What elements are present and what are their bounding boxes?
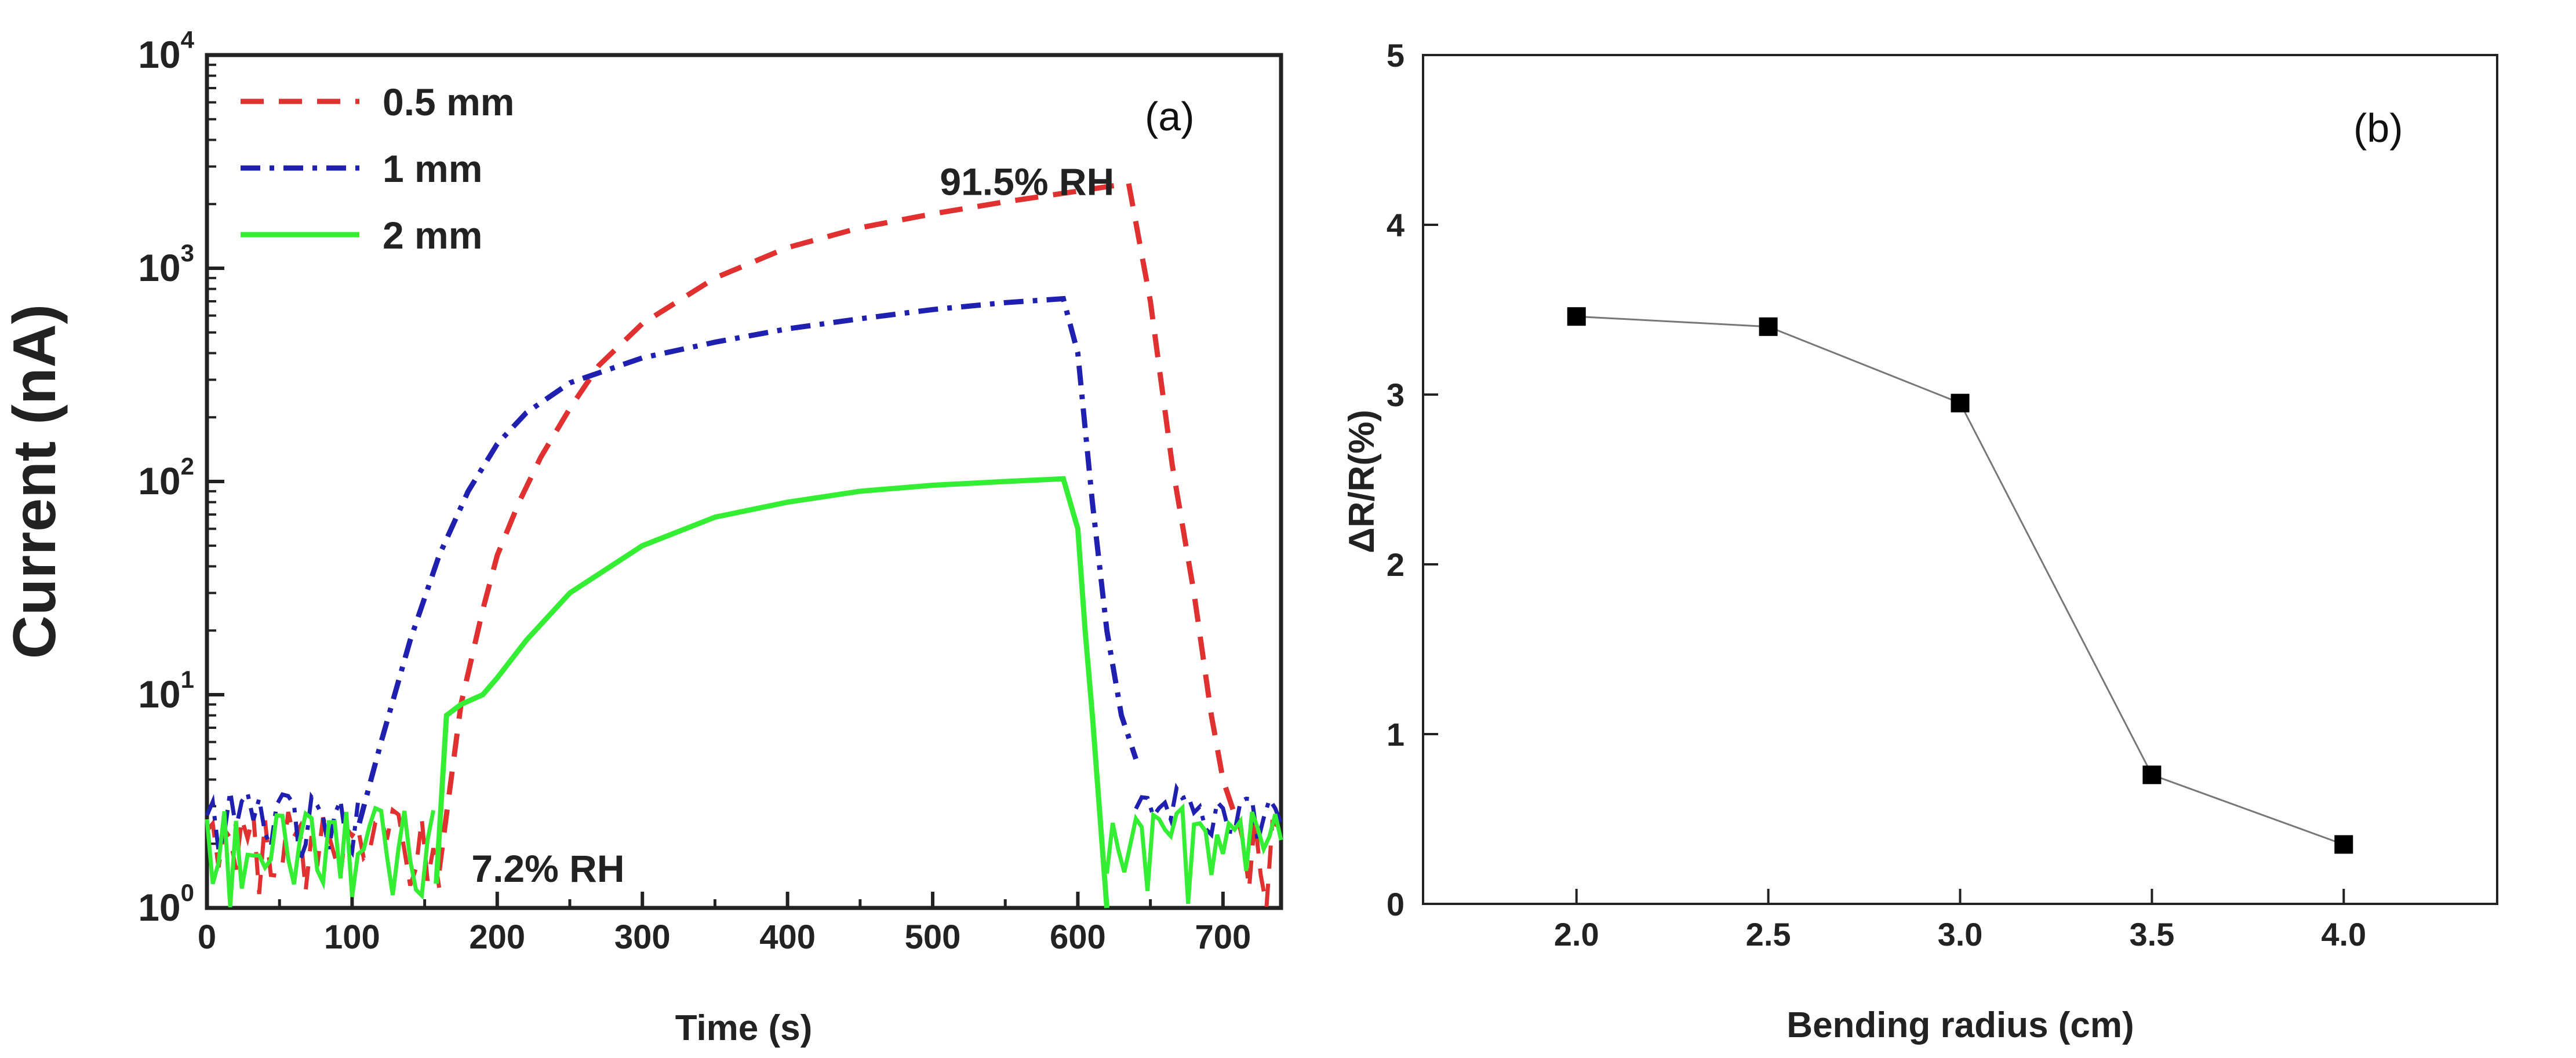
series-curve: [436, 180, 1240, 871]
x-tick-label-b: 3.5: [2129, 916, 2174, 953]
x-tick-label-a: 700: [1195, 918, 1251, 956]
x-tick-label-a: 500: [905, 918, 961, 956]
data-point-b: [1951, 393, 1970, 413]
y-tick-label-a: 103: [138, 239, 194, 289]
chart-panel-b: 2.0 2.5 3.0 3.5 4.0 0 1 2 3 4 5 ΔR/R(%) Bending ra…: [1342, 37, 2498, 1045]
y-tick-label-b: 5: [1387, 37, 1405, 74]
x-tick-label-a: 0: [198, 918, 216, 956]
series-line-2: [205, 295, 1283, 862]
y-tick-label-b: 3: [1387, 377, 1405, 413]
x-tick-label-b: 2.5: [1746, 916, 1791, 953]
x-axis-title-b: Bending radius (cm): [1787, 1005, 2134, 1045]
series-noise-post: [1134, 782, 1283, 842]
data-point-b: [1567, 307, 1586, 326]
series-noise-post: [1105, 803, 1283, 904]
annotation-label: 7.2% RH: [471, 847, 624, 890]
y-tick-label-b: 0: [1387, 886, 1405, 922]
axes-b: 2.0 2.5 3.0 3.5 4.0 0 1 2 3 4 5: [1387, 37, 2366, 953]
x-tick-label-b: 2.0: [1554, 916, 1599, 953]
x-tick-label-a: 200: [469, 918, 525, 956]
y-tick-label-b: 4: [1387, 207, 1405, 243]
series-group-b: [1567, 307, 2353, 854]
series-line-1: [205, 180, 1279, 907]
y-tick-label-a: 104: [138, 26, 194, 76]
series-curve: [356, 295, 1138, 824]
panel-label-a: (a): [1145, 94, 1195, 139]
data-point-b: [2334, 835, 2353, 854]
plot-frame-a: [205, 53, 1283, 910]
x-tick-label-a: 100: [324, 918, 380, 956]
y-tick-label-b: 2: [1387, 546, 1405, 583]
y-tick-label-b: 1: [1387, 716, 1405, 753]
series-noise-pre: [205, 788, 360, 862]
panel-label-b: (b): [2353, 105, 2403, 151]
annotation-label: 91.5% RH: [940, 160, 1114, 203]
series-noise-post: [1235, 817, 1279, 907]
x-tick-label-b: 4.0: [2321, 916, 2366, 953]
y-axis-title-b: ΔR/R(%): [1342, 410, 1382, 553]
x-tick-label-a: 600: [1050, 918, 1106, 956]
y-tick-label-a: 101: [138, 666, 194, 716]
y-tick-label-a: 100: [138, 879, 194, 929]
x-tick-label-a: 300: [614, 918, 671, 956]
series-curve: [434, 476, 1109, 909]
legend-a: 0.5 mm 1 mm 2 mm: [241, 81, 514, 257]
annotations-a: 91.5% RH 7.2% RH: [471, 160, 1114, 891]
x-tick-label-b: 3.0: [1938, 916, 1983, 953]
legend-label: 0.5 mm: [383, 81, 514, 123]
data-point-b: [1759, 317, 1778, 336]
legend-label: 2 mm: [383, 214, 482, 257]
y-tick-label-a: 102: [138, 453, 194, 502]
plot-frame-b: [1422, 54, 2498, 905]
series-group-a: [205, 180, 1283, 909]
x-axis-title-a: Time (s): [675, 1008, 813, 1048]
series-line-3: [205, 476, 1283, 909]
legend-label: 1 mm: [383, 147, 482, 190]
y-axis-title-a: Current (nA): [1, 304, 68, 659]
data-point-b: [2142, 765, 2162, 785]
series-noise-pre: [205, 805, 436, 907]
x-tick-label-a: 400: [759, 918, 816, 956]
